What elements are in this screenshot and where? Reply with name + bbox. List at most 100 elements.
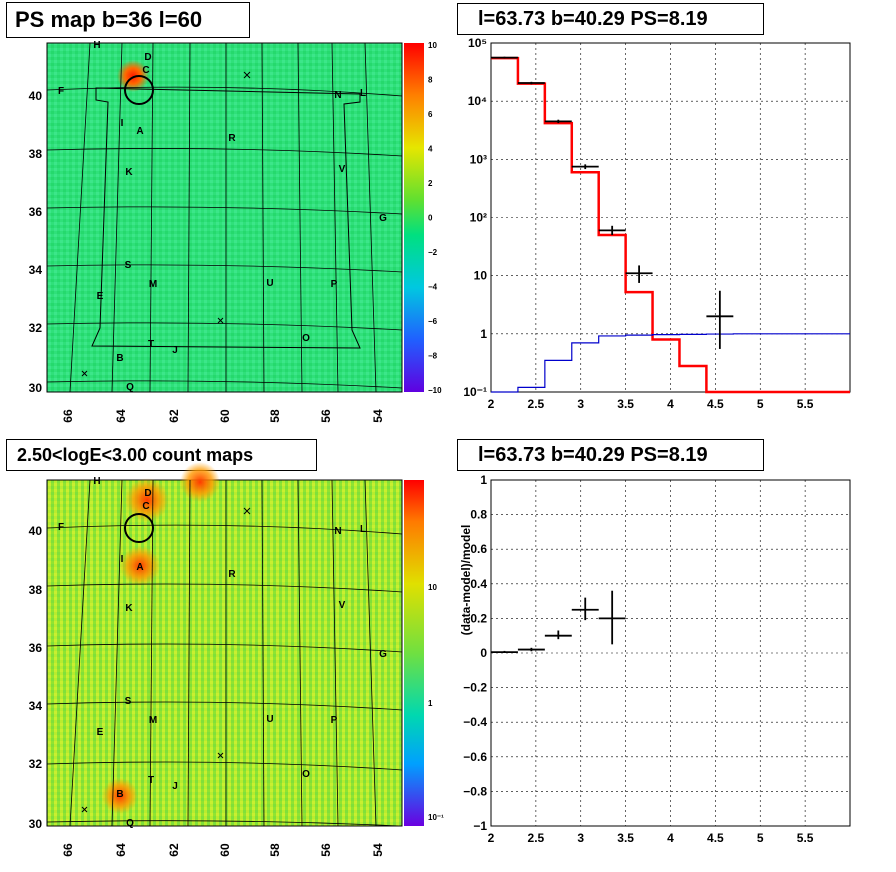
ps-source-label: N: [334, 90, 341, 101]
count-source-circle: [124, 513, 154, 543]
ps-colorbar-tick: −8: [428, 352, 438, 361]
model-total-step: [491, 56, 850, 394]
residual-y-tick: −0.6: [463, 750, 487, 764]
count-source-label: V: [339, 600, 346, 611]
count-source-label: I: [121, 554, 124, 565]
ps-colorbar: [404, 43, 424, 392]
count-y-tick: 40: [29, 524, 43, 538]
residual-data-point: [544, 630, 572, 640]
spectrum-x-tick: 5.5: [797, 397, 814, 411]
count-source-label: N: [334, 526, 341, 537]
spectrum-data-point: [625, 265, 653, 283]
spectrum-data-point: [598, 225, 626, 236]
residual-x-tick: 5.5: [797, 831, 814, 845]
spectrum-x-tick: 2.5: [528, 397, 545, 411]
spectrum-data-point: [517, 81, 545, 85]
ps-source-label: D: [144, 52, 151, 63]
count-colorbar-tick: 1: [428, 699, 433, 708]
residual-y-tick: 0.6: [470, 542, 487, 556]
ps-x-tick: 64: [114, 409, 128, 423]
residual-title: l=63.73 b=40.29 PS=8.19: [457, 439, 764, 471]
count-source-label: C: [142, 501, 149, 512]
count-source-label: F: [58, 522, 64, 533]
ps-colorbar-tick: −2: [428, 248, 438, 257]
residual-data-point: [598, 590, 626, 645]
ps-colorbar-tick: −4: [428, 283, 438, 292]
spectrum-title: l=63.73 b=40.29 PS=8.19: [457, 3, 764, 35]
count-hotspot-a: [120, 546, 160, 586]
ps-source-label: L: [360, 88, 366, 99]
ps-y-tick: 40: [29, 89, 43, 103]
residual-y-tick: 1: [480, 473, 487, 487]
ps-source-label: G: [379, 213, 387, 224]
count-y-tick: 36: [29, 641, 43, 655]
residual-x-tick: 5: [757, 831, 764, 845]
spectrum-x-tick: 4.5: [707, 397, 724, 411]
residual-y-tick: 0: [480, 646, 487, 660]
count-source-label: S: [125, 696, 132, 707]
count-colorbar: [404, 480, 424, 826]
ps-colorbar-tick: −10: [428, 386, 442, 395]
ps-source-label: C: [142, 65, 149, 76]
residual-y-tick: −0.8: [463, 784, 487, 798]
ps-colorbar-tick: 4: [428, 145, 433, 154]
residual-frame: [490, 479, 851, 827]
map-cross-markers: [81, 71, 251, 813]
ps-colorbar-tick: 6: [428, 110, 433, 119]
residual-y-tick: −0.4: [463, 715, 487, 729]
ps-source-label: A: [136, 126, 143, 137]
ps-source-circle: [124, 75, 154, 105]
count-source-label: A: [136, 562, 143, 573]
spectrum-y-tick: 10⁴: [468, 94, 487, 108]
count-x-tick: 66: [61, 843, 75, 857]
spectrum-data-point: [571, 164, 599, 170]
count-y-tick: 30: [29, 817, 43, 831]
ps-map-grid: [46, 42, 403, 393]
ps-x-tick: 62: [167, 409, 181, 423]
spectrum-x-tick: 4: [667, 397, 674, 411]
count-source-label: E: [97, 727, 104, 738]
residual-x-tick: 4: [667, 831, 674, 845]
spectrum-data-point: [491, 56, 518, 59]
count-source-label: Q: [126, 818, 134, 829]
ps-y-tick: 34: [29, 263, 43, 277]
count-colorbar-tick: 10: [428, 583, 437, 592]
ps-x-tick: 54: [371, 409, 385, 423]
spectrum-y-tick: 10: [474, 269, 488, 283]
ps-y-tick: 32: [29, 321, 43, 335]
count-map-title: 2.50<logE<3.00 count maps: [6, 439, 317, 471]
ps-hotspot: [117, 60, 149, 92]
ps-y-tick: 30: [29, 381, 43, 395]
residual-y-tick: −1: [473, 819, 487, 833]
count-colorbar-tick: 10⁻¹: [428, 813, 444, 822]
spectrum-y-tick: 10⁵: [468, 36, 487, 50]
ps-y-tick: 36: [29, 205, 43, 219]
spectrum-x-tick: 3.5: [617, 397, 634, 411]
count-source-label: M: [149, 715, 157, 726]
count-x-tick: 54: [371, 843, 385, 857]
residual-y-tick: 0.8: [470, 508, 487, 522]
ps-source-label: E: [97, 291, 104, 302]
count-source-label: K: [125, 603, 133, 614]
spectrum-y-tick: 10²: [470, 211, 487, 225]
ps-source-label: T: [148, 339, 154, 350]
ps-y-tick: 38: [29, 147, 43, 161]
ps-map-area: [46, 42, 403, 393]
count-y-tick: 34: [29, 699, 43, 713]
ps-source-label: S: [125, 260, 132, 271]
ps-x-tick: 66: [61, 409, 75, 423]
count-map-area: [46, 479, 403, 827]
ps-source-label: U: [266, 278, 273, 289]
ps-colorbar-tick: −6: [428, 317, 438, 326]
spectrum-x-tick: 2: [488, 397, 495, 411]
count-y-tick: 32: [29, 757, 43, 771]
residual-x-tick: 2: [488, 831, 495, 845]
count-x-tick: 56: [319, 843, 333, 857]
spectrum-y-tick: 1: [480, 327, 487, 341]
spectrum-y-tick: 10⁻¹: [463, 385, 487, 399]
ps-x-tick: 58: [268, 409, 282, 423]
ps-source-label: M: [149, 279, 157, 290]
residual-x-tick: 3: [577, 831, 584, 845]
